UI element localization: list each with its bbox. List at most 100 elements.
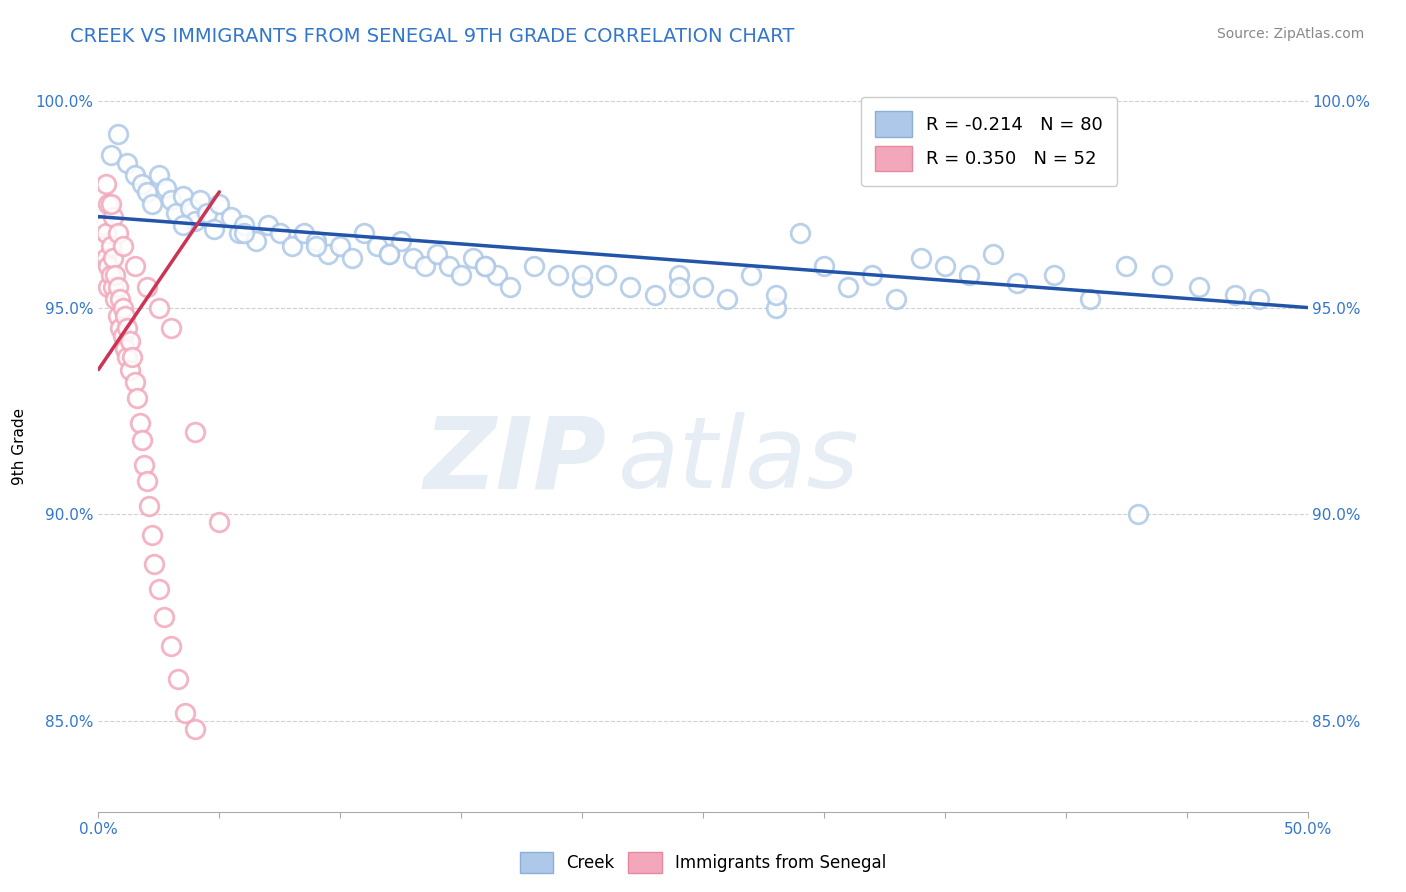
Point	[644, 288, 666, 302]
Point	[97, 197, 120, 211]
Point	[668, 280, 690, 294]
Point	[342, 251, 364, 265]
Point	[184, 722, 207, 736]
Point	[148, 582, 170, 596]
Point	[94, 251, 117, 265]
Point	[245, 235, 267, 249]
Point	[571, 268, 593, 282]
Point	[91, 238, 114, 252]
Point	[426, 247, 449, 261]
Point	[101, 280, 124, 294]
Point	[934, 259, 956, 273]
Point	[366, 238, 388, 252]
Point	[134, 458, 156, 472]
Point	[789, 226, 811, 240]
Point	[97, 280, 120, 294]
Point	[148, 301, 170, 315]
Point	[281, 238, 304, 252]
Point	[141, 528, 163, 542]
Point	[131, 177, 153, 191]
Point	[118, 334, 141, 348]
Point	[402, 251, 425, 265]
Point	[377, 247, 399, 261]
Point	[104, 268, 127, 282]
Point	[305, 235, 328, 249]
Point	[121, 350, 143, 364]
Point	[111, 238, 134, 252]
Point	[91, 218, 114, 232]
Point	[619, 280, 641, 294]
Text: CREEK VS IMMIGRANTS FROM SENEGAL 9TH GRADE CORRELATION CHART: CREEK VS IMMIGRANTS FROM SENEGAL 9TH GRA…	[70, 27, 794, 45]
Point	[160, 321, 183, 335]
Point	[148, 169, 170, 183]
Point	[228, 226, 250, 240]
Point	[172, 218, 194, 232]
Point	[413, 259, 436, 273]
Point	[450, 268, 472, 282]
Point	[135, 185, 157, 199]
Point	[957, 268, 980, 282]
Point	[179, 202, 201, 216]
Point	[353, 226, 375, 240]
Text: atlas: atlas	[619, 412, 860, 509]
Point	[292, 226, 315, 240]
Point	[117, 350, 139, 364]
Point	[1249, 293, 1271, 307]
Point	[107, 127, 129, 141]
Point	[474, 259, 496, 273]
Point	[595, 268, 617, 282]
Point	[523, 259, 546, 273]
Point	[101, 210, 124, 224]
Point	[135, 474, 157, 488]
Point	[160, 640, 183, 654]
Point	[107, 280, 129, 294]
Point	[1152, 268, 1174, 282]
Point	[138, 499, 160, 513]
Point	[437, 259, 460, 273]
Point	[127, 392, 149, 406]
Point	[114, 342, 136, 356]
Legend: Creek, Immigrants from Senegal: Creek, Immigrants from Senegal	[513, 846, 893, 880]
Point	[232, 218, 254, 232]
Point	[1007, 276, 1029, 290]
Point	[1223, 288, 1246, 302]
Point	[316, 247, 339, 261]
Point	[221, 210, 243, 224]
Point	[100, 147, 122, 161]
Point	[131, 433, 153, 447]
Point	[152, 610, 174, 624]
Point	[1042, 268, 1064, 282]
Point	[1078, 293, 1101, 307]
Point	[547, 268, 569, 282]
Point	[668, 268, 690, 282]
Point	[143, 557, 166, 571]
Point	[97, 259, 120, 273]
Point	[486, 268, 509, 282]
Point	[117, 156, 139, 170]
Point	[155, 180, 177, 194]
Point	[860, 268, 883, 282]
Point	[208, 516, 231, 530]
Point	[100, 238, 122, 252]
Point	[118, 362, 141, 376]
Point	[1188, 280, 1211, 294]
Point	[135, 280, 157, 294]
Point	[1115, 259, 1137, 273]
Point	[100, 197, 122, 211]
Point	[377, 247, 399, 261]
Point	[141, 197, 163, 211]
Point	[184, 425, 207, 439]
Point	[269, 226, 291, 240]
Point	[910, 251, 932, 265]
Point	[813, 259, 835, 273]
Point	[111, 301, 134, 315]
Point	[117, 321, 139, 335]
Point	[114, 309, 136, 323]
Point	[981, 247, 1004, 261]
Point	[100, 268, 122, 282]
Point	[107, 226, 129, 240]
Point	[208, 197, 231, 211]
Point	[474, 259, 496, 273]
Point	[124, 169, 146, 183]
Point	[101, 251, 124, 265]
